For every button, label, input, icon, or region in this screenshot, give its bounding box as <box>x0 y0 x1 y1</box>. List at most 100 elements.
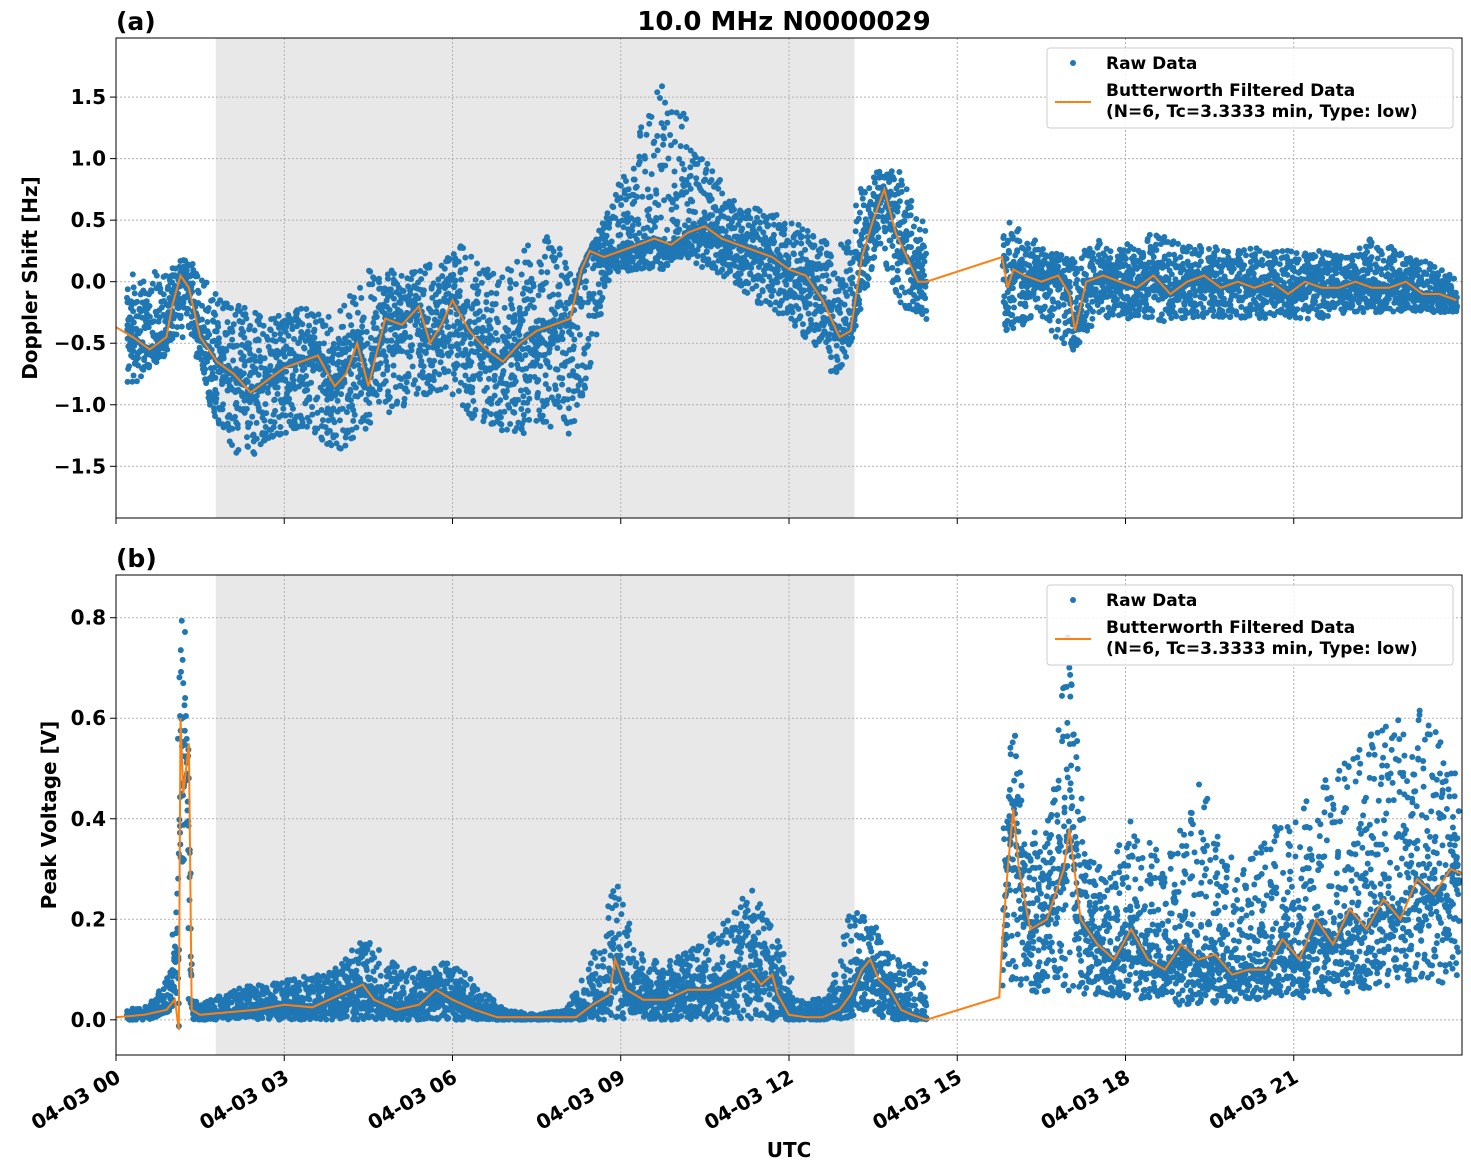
raw-data-point <box>140 278 147 285</box>
raw-data-point <box>552 386 559 393</box>
raw-data-point <box>512 378 519 385</box>
raw-data-point <box>908 244 915 251</box>
raw-data-point <box>634 193 641 200</box>
raw-data-point <box>825 278 832 285</box>
raw-data-point <box>576 331 583 338</box>
raw-data-point <box>781 220 788 227</box>
raw-data-point <box>545 385 552 392</box>
raw-data-point <box>922 295 929 302</box>
raw-data-point <box>617 195 624 202</box>
raw-data-point <box>1009 311 1016 318</box>
raw-data-point <box>1025 245 1032 252</box>
raw-data-point <box>655 254 662 261</box>
raw-data-point <box>386 306 393 313</box>
raw-data-point <box>856 300 863 307</box>
raw-data-point <box>638 124 645 131</box>
raw-data-point <box>366 411 373 418</box>
raw-data-point <box>537 261 544 268</box>
raw-data-point <box>351 411 358 418</box>
raw-data-point <box>683 115 690 122</box>
raw-data-point <box>908 197 915 204</box>
raw-data-point <box>804 228 811 235</box>
raw-data-point <box>146 303 153 310</box>
raw-data-point <box>437 359 444 366</box>
raw-data-point <box>641 155 648 162</box>
raw-data-point <box>325 313 332 320</box>
raw-data-point <box>213 328 220 335</box>
raw-data-point <box>587 359 594 366</box>
raw-data-point <box>574 324 581 331</box>
raw-data-point <box>277 430 284 437</box>
raw-data-point <box>430 377 437 384</box>
raw-data-point <box>373 325 380 332</box>
raw-data-point <box>709 212 716 219</box>
raw-data-point <box>1039 246 1046 253</box>
raw-data-point <box>373 313 380 320</box>
raw-data-point <box>550 248 557 255</box>
raw-data-point <box>541 253 548 260</box>
raw-data-point <box>206 331 213 338</box>
raw-data-point <box>605 277 612 284</box>
raw-data-point <box>364 340 371 347</box>
raw-data-point <box>228 305 235 312</box>
raw-data-point <box>1003 327 1010 334</box>
raw-data-point <box>693 260 700 267</box>
raw-data-point <box>390 295 397 302</box>
raw-data-point <box>161 351 168 358</box>
raw-data-point <box>841 301 848 308</box>
raw-data-point <box>240 328 247 335</box>
raw-data-point <box>582 284 589 291</box>
raw-data-point <box>747 215 754 222</box>
raw-data-point <box>571 417 578 424</box>
raw-data-point <box>249 413 256 420</box>
raw-data-point <box>699 263 706 270</box>
raw-data-point <box>497 414 504 421</box>
raw-data-point <box>267 367 274 374</box>
raw-data-point <box>220 401 227 408</box>
raw-data-point <box>508 267 515 274</box>
raw-data-point <box>574 401 581 408</box>
raw-data-point <box>527 261 534 268</box>
raw-data-point <box>488 400 495 407</box>
raw-data-point <box>702 169 709 176</box>
raw-data-point <box>298 305 305 312</box>
raw-data-point <box>1089 250 1096 257</box>
raw-data-point <box>394 398 401 405</box>
raw-data-point <box>1006 249 1013 256</box>
raw-data-point <box>1010 304 1017 311</box>
raw-data-point <box>304 387 311 394</box>
raw-data-point <box>1032 237 1039 244</box>
raw-data-point <box>243 434 250 441</box>
raw-data-point <box>472 276 479 283</box>
raw-data-point <box>802 246 809 253</box>
raw-data-point <box>816 250 823 257</box>
raw-data-point <box>212 374 219 381</box>
raw-data-point <box>476 370 483 377</box>
raw-data-point <box>470 397 477 404</box>
raw-data-point <box>814 275 821 282</box>
raw-data-point <box>704 160 711 167</box>
raw-data-point <box>853 202 860 209</box>
raw-data-point <box>712 264 719 271</box>
raw-data-point <box>315 311 322 318</box>
raw-data-point <box>143 298 150 305</box>
raw-data-point <box>903 186 910 193</box>
raw-data-point <box>859 195 866 202</box>
raw-data-point <box>400 287 407 294</box>
raw-data-point <box>460 244 467 251</box>
raw-data-point <box>130 319 137 326</box>
raw-data-point <box>418 276 425 283</box>
raw-data-point <box>352 384 359 391</box>
raw-data-point <box>556 404 563 411</box>
raw-data-point <box>916 226 923 233</box>
raw-data-point <box>788 220 795 227</box>
raw-data-point <box>229 336 236 343</box>
raw-data-point <box>148 288 155 295</box>
raw-data-point <box>642 168 649 175</box>
raw-data-point <box>657 260 664 267</box>
raw-data-point <box>1006 219 1013 226</box>
raw-data-point <box>559 375 566 382</box>
raw-data-point <box>246 345 253 352</box>
raw-data-point <box>375 275 382 282</box>
